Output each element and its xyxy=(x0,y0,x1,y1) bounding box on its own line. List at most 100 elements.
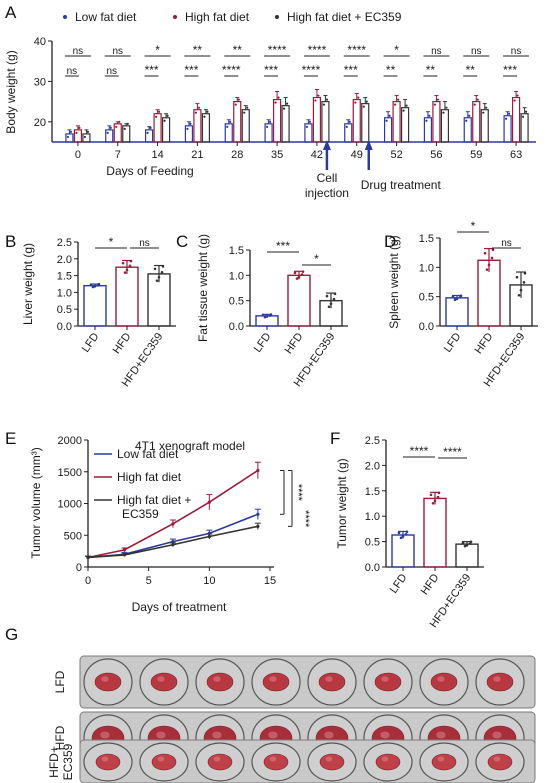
A-sig-lh-label: *** xyxy=(344,63,358,77)
G-tumor-highlight xyxy=(436,731,446,739)
A-y-label: Body weight (g) xyxy=(4,50,18,133)
A-bar-0 xyxy=(105,129,114,143)
F-point xyxy=(399,536,403,540)
G-tumor-highlight xyxy=(380,731,390,739)
A-x-tick-label: 21 xyxy=(191,149,203,161)
B-point xyxy=(125,268,129,272)
A-bar-2 xyxy=(241,109,250,143)
D-point xyxy=(485,268,489,271)
B-y-tick-label: 0.5 xyxy=(57,304,72,316)
B-point xyxy=(121,261,125,265)
D-point xyxy=(517,293,521,297)
F-point xyxy=(431,501,435,505)
E-x-tick-label: 0 xyxy=(85,575,91,587)
A-point xyxy=(516,94,519,97)
A-sig-he-label: ** xyxy=(233,43,243,57)
A-point xyxy=(348,120,351,123)
A-point xyxy=(78,126,81,129)
F-sig-1-label: **** xyxy=(410,444,429,458)
F-bar-1 xyxy=(423,497,447,568)
legend-label-2: High fat diet + EC359 xyxy=(287,10,402,24)
A-bar-0 xyxy=(184,125,194,143)
C-y-tick-label: 1.0 xyxy=(229,270,244,282)
A-point xyxy=(69,130,73,134)
G-tumor-highlight xyxy=(381,676,389,682)
D-y-label: Spleen weight (g) xyxy=(387,235,401,328)
C-sig-2-label: * xyxy=(314,252,319,266)
A-point xyxy=(482,111,485,114)
A-bar-1 xyxy=(73,129,83,143)
B-point xyxy=(157,275,161,279)
G-tumor xyxy=(95,753,121,771)
A-point xyxy=(186,127,189,130)
A-point xyxy=(325,98,329,101)
A-sig-lh-label: *** xyxy=(184,63,198,77)
legend-dot xyxy=(63,15,67,19)
A-point xyxy=(166,114,169,117)
A-point xyxy=(445,106,448,109)
F-point xyxy=(401,535,405,538)
A-x-tick-label: 35 xyxy=(271,149,283,161)
A-point xyxy=(123,127,126,130)
A-point xyxy=(362,105,365,108)
A-bar-1 xyxy=(193,109,202,143)
A-bar-1 xyxy=(432,100,441,143)
A-point xyxy=(473,103,476,106)
G-tumor-highlight xyxy=(325,756,333,762)
D-y-tick-label: 1.5 xyxy=(419,233,434,245)
B-y-tick-label: 1.5 xyxy=(57,271,72,283)
A-bar-0 xyxy=(144,129,154,143)
F-point xyxy=(465,543,469,547)
E-x-tick-label: 10 xyxy=(203,575,215,587)
D-point xyxy=(453,298,457,302)
E-point xyxy=(171,543,175,547)
C-point xyxy=(261,313,265,317)
E-point xyxy=(122,548,126,552)
C-y-tick-label: 0.5 xyxy=(229,296,244,308)
A-point xyxy=(66,135,70,139)
panel-letter-A: A xyxy=(5,3,17,22)
A-bar-2 xyxy=(321,100,330,143)
B-point xyxy=(93,285,97,288)
F-y-tick-label: 1.5 xyxy=(365,486,380,498)
A-point xyxy=(507,112,511,115)
F-y-tick-label: 2.5 xyxy=(365,435,380,447)
D-point xyxy=(523,272,527,275)
A-sig-lh-label: ** xyxy=(466,63,476,77)
F-point xyxy=(429,493,433,497)
F-point xyxy=(463,544,467,548)
legend-label-1: High fat diet xyxy=(185,10,250,24)
A-point xyxy=(433,103,437,106)
legend-dot xyxy=(173,15,177,19)
G-row-label-2b: EC359 xyxy=(61,743,75,780)
A-point xyxy=(402,109,405,112)
G-tumor-highlight xyxy=(268,731,278,739)
A-x-tick-label: 52 xyxy=(390,149,402,161)
D-y-tick-label: 0.0 xyxy=(419,321,434,333)
G-tumor xyxy=(151,753,177,771)
B-x-tick-label: LFD xyxy=(80,331,102,355)
C-point xyxy=(293,271,297,275)
A-point xyxy=(405,104,408,107)
B-sig-2-label: ns xyxy=(139,238,150,249)
A-point xyxy=(425,119,428,122)
F-point xyxy=(404,532,408,536)
A-point xyxy=(385,119,388,122)
A-x-tick-label: 49 xyxy=(351,149,363,161)
A-point xyxy=(154,115,158,118)
A-point xyxy=(115,125,118,128)
C-point xyxy=(268,314,272,317)
G-tumor-highlight xyxy=(324,731,334,739)
A-point xyxy=(524,110,528,113)
E-legend-label-2: High fat diet + xyxy=(117,493,191,507)
A-bar-2 xyxy=(281,105,290,143)
F-bar-2 xyxy=(455,543,479,568)
A-y-tick-label: 20 xyxy=(34,117,46,129)
G-tumor-highlight xyxy=(269,676,277,682)
C-point xyxy=(265,315,269,318)
G-tumor-highlight xyxy=(325,676,333,682)
C-point xyxy=(297,275,301,279)
A-sig-he-label: * xyxy=(394,43,399,57)
A-bar-0 xyxy=(383,117,393,143)
